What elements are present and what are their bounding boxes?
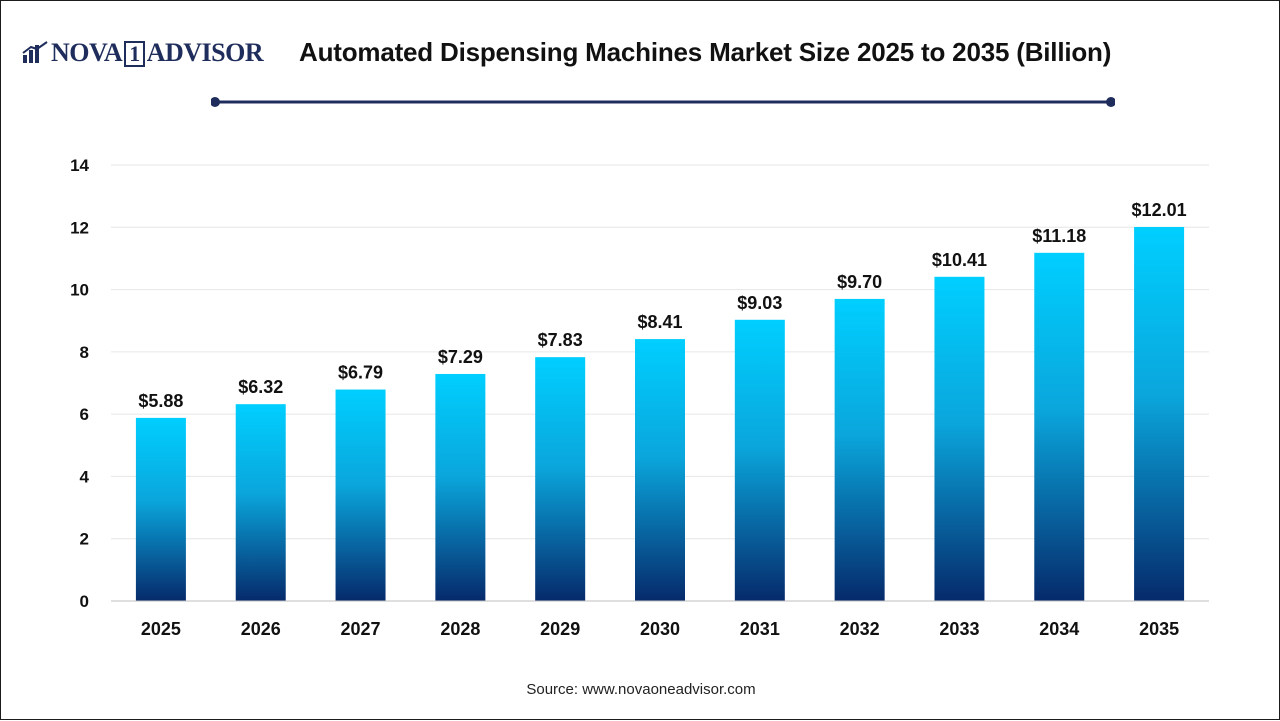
data-label-2032: $9.70 — [837, 272, 882, 292]
x-tick-label-2027: 2027 — [341, 619, 381, 639]
source-note: Source: www.novaoneadvisor.com — [526, 681, 756, 698]
bar-2033 — [934, 276, 985, 601]
data-labels: $5.88 $6.32 $6.79 $7.29 $7.83 $8.41 $9.03 $9.70… — [138, 200, 1186, 411]
data-label-2028: $7.29 — [438, 347, 483, 367]
x-axis-ticks: 2025 2026 2027 2028 2029 2030 2031 2032 2033 2034… — [141, 619, 1179, 639]
bar-2031 — [734, 319, 785, 601]
x-tick-label-2032: 2032 — [840, 619, 880, 639]
y-tick-label: 6 — [80, 405, 89, 424]
y-tick-label: 12 — [70, 218, 89, 237]
y-tick-label: 14 — [70, 156, 89, 175]
logo-wordmark: NOVA 1 ADVISOR — [51, 38, 264, 68]
bar-2026 — [235, 404, 286, 601]
logo-text-one: 1 — [124, 41, 145, 67]
y-tick-label: 8 — [80, 343, 89, 362]
title-underline — [211, 97, 1115, 107]
bar-2035 — [1134, 226, 1185, 601]
y-axis-ticks: 0 2 4 6 8 10 12 14 — [70, 156, 89, 611]
x-tick-label-2030: 2030 — [640, 619, 680, 639]
bar-chart-logo-icon — [22, 41, 48, 63]
x-tick-label-2028: 2028 — [440, 619, 480, 639]
bar-2027 — [335, 389, 386, 601]
data-label-2030: $8.41 — [637, 312, 682, 332]
x-tick-label-2026: 2026 — [241, 619, 281, 639]
x-tick-label-2033: 2033 — [939, 619, 979, 639]
y-tick-label: 10 — [70, 281, 89, 300]
logo-text-left: NOVA — [51, 38, 123, 67]
data-label-2035: $12.01 — [1132, 200, 1187, 220]
y-tick-label: 4 — [80, 467, 90, 486]
y-tick-label: 2 — [80, 530, 89, 549]
bar-2034 — [1034, 252, 1085, 601]
data-label-2034: $11.18 — [1032, 226, 1086, 246]
data-label-2033: $10.41 — [932, 250, 987, 270]
data-label-2026: $6.32 — [238, 377, 283, 397]
data-label-2027: $6.79 — [338, 363, 383, 383]
bar-2032 — [834, 298, 885, 601]
data-label-2029: $7.83 — [538, 330, 583, 350]
x-tick-label-2025: 2025 — [141, 619, 181, 639]
x-tick-label-2034: 2034 — [1039, 619, 1079, 639]
x-tick-label-2035: 2035 — [1139, 619, 1179, 639]
bar-2029 — [535, 357, 586, 601]
data-label-2025: $5.88 — [138, 391, 183, 411]
bars — [135, 226, 1185, 601]
x-tick-label-2029: 2029 — [540, 619, 580, 639]
bar-2030 — [635, 339, 685, 601]
bar-2025 — [135, 417, 186, 601]
x-tick-label-2031: 2031 — [740, 619, 780, 639]
bar-2028 — [435, 373, 486, 601]
y-tick-label: 0 — [80, 592, 89, 611]
chart-title: Automated Dispensing Machines Market Siz… — [299, 37, 1112, 67]
data-label-2031: $9.03 — [737, 293, 782, 313]
logo-text-right: ADVISOR — [146, 38, 264, 67]
brand-logo: NOVA 1 ADVISOR — [21, 35, 264, 71]
